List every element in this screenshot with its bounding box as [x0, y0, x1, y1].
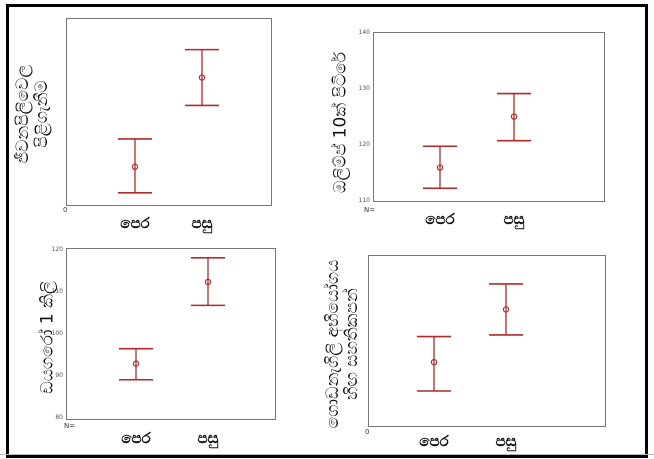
x-tick-label-before: පෙර [419, 432, 449, 450]
x-tick-label-before: පෙර [121, 429, 151, 447]
origin-label: N= [364, 206, 376, 214]
x-tick-label-before: පෙර [120, 214, 150, 232]
plot-area [66, 248, 276, 420]
origin-label: 0 [63, 206, 68, 214]
mean-point-after [502, 306, 510, 313]
mean-point-after [510, 113, 518, 120]
y-tick-label: 110 [51, 288, 63, 295]
x-tick-label-before: පෙර [425, 210, 455, 228]
mean-point-before [131, 163, 139, 170]
x-tick-label-after: පසු [191, 214, 213, 232]
origin-label: N= [64, 422, 76, 430]
y-tick-label: 120 [358, 141, 370, 148]
y-tick-label: 140 [358, 29, 370, 36]
origin-label: 0 [365, 428, 370, 436]
y-tick-label: 100 [51, 330, 63, 337]
y-tick-label: 110 [358, 197, 370, 204]
x-tick-label-after: පසු [503, 210, 525, 228]
x-tick-label-after: පසු [197, 429, 219, 447]
x-tick-label-after: පසු [495, 432, 517, 450]
plot-area [373, 32, 605, 202]
mean-point-before [430, 358, 438, 366]
bottom-divider [0, 454, 654, 455]
mean-point-after [198, 74, 206, 81]
mean-point-before [132, 360, 140, 367]
y-tick-label: 130 [358, 85, 370, 92]
y-tick-label: 120 [51, 246, 63, 253]
mean-point-before [436, 164, 444, 171]
plot-area [368, 255, 606, 427]
y-tick-label: 80 [55, 414, 63, 421]
plot-area [66, 18, 272, 206]
y-tick-label: 90 [55, 372, 63, 379]
mean-point-after [204, 278, 212, 286]
